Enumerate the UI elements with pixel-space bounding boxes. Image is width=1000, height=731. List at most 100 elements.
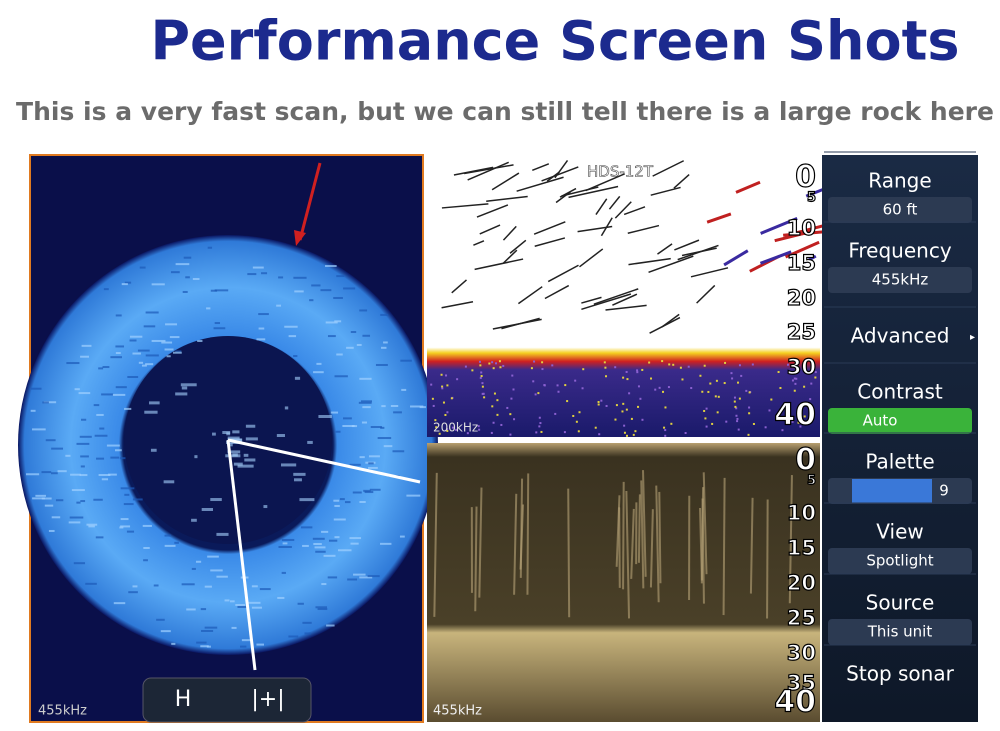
speckle — [119, 457, 126, 460]
speckle — [145, 311, 159, 314]
streak — [605, 304, 647, 311]
speckle — [625, 434, 628, 437]
speckle — [380, 426, 385, 429]
speckle — [442, 401, 445, 404]
menu-value-box[interactable] — [828, 408, 972, 434]
speckle — [216, 575, 228, 578]
menu-item-label[interactable]: Advanced — [851, 324, 950, 348]
speckle — [124, 281, 132, 284]
menu-item-value[interactable]: This unit — [867, 623, 933, 641]
streak — [561, 186, 599, 197]
speckle — [779, 386, 782, 389]
streak — [486, 195, 528, 202]
speckle — [482, 392, 485, 395]
menu-item-label[interactable]: Source — [866, 591, 935, 615]
speckle — [701, 390, 704, 393]
menu-item-label[interactable]: Palette — [865, 450, 934, 474]
menu-item-value[interactable]: Auto — [863, 412, 898, 430]
speckle — [563, 431, 566, 434]
speckle — [681, 378, 684, 381]
speckle — [129, 335, 143, 338]
streak — [492, 318, 542, 330]
streak — [760, 216, 798, 235]
speckle — [664, 429, 667, 432]
streak — [593, 288, 639, 305]
speckle — [446, 429, 449, 432]
speckle — [284, 325, 298, 328]
speckle — [181, 583, 195, 586]
speckle — [327, 335, 336, 338]
speckle — [115, 386, 127, 389]
subtitle: This is a very fast scan, but we can sti… — [16, 97, 994, 126]
speckle — [810, 382, 813, 385]
speckle — [318, 415, 332, 419]
menu-item-value[interactable]: 455kHz — [872, 271, 929, 289]
zoom-icon: |+| — [251, 687, 284, 712]
menu-item-label[interactable]: Stop sonar — [846, 662, 954, 686]
speckle — [200, 645, 209, 648]
speckle — [174, 541, 179, 544]
speckle — [359, 500, 366, 503]
menu-item-label[interactable]: Contrast — [857, 380, 943, 404]
depth-label: 35 — [787, 671, 816, 695]
speckle — [93, 498, 103, 501]
menu-value-box[interactable] — [828, 548, 972, 574]
streak — [622, 481, 625, 590]
streak — [509, 239, 527, 254]
menu-value-box[interactable] — [828, 619, 972, 645]
speckle — [293, 276, 307, 279]
streak — [788, 475, 793, 604]
speckle — [393, 411, 402, 414]
speckle — [132, 498, 143, 501]
menu-item-label[interactable]: Frequency — [848, 239, 951, 263]
menu-item-value[interactable]: 9 — [939, 482, 949, 500]
speckle — [65, 454, 71, 457]
speckle — [120, 487, 135, 490]
depth-label: 5 — [807, 191, 816, 206]
speckle — [663, 426, 666, 429]
speckle — [288, 635, 299, 638]
speckle — [44, 504, 54, 507]
speckle — [352, 491, 362, 494]
speckle — [564, 384, 567, 387]
menu-item-value[interactable]: Spotlight — [866, 552, 933, 570]
speckle — [214, 289, 229, 292]
zoom-control[interactable] — [142, 677, 312, 723]
streak — [568, 185, 619, 199]
speckle — [66, 362, 80, 365]
speckle — [450, 397, 453, 400]
speckle — [325, 321, 338, 324]
menu-value-box[interactable] — [828, 267, 972, 293]
menu-value-box[interactable] — [828, 197, 972, 223]
speckle — [622, 376, 625, 379]
menu-item-label[interactable]: Range — [868, 169, 931, 193]
speckle — [716, 411, 719, 414]
speckle — [621, 410, 624, 413]
menu-item-value[interactable]: 60 ft — [883, 201, 918, 219]
depth-label: 20 — [787, 571, 816, 595]
streak — [759, 250, 792, 265]
streak — [534, 237, 566, 247]
streak — [533, 221, 566, 235]
speckle — [481, 392, 484, 395]
speckle — [195, 560, 202, 563]
speckle — [797, 421, 800, 424]
speckle — [358, 401, 372, 404]
speckle — [70, 473, 81, 476]
menu-item-label[interactable]: View — [876, 520, 923, 544]
speckle — [628, 392, 631, 395]
speckle — [229, 600, 235, 603]
speckle — [748, 391, 751, 394]
speckle — [363, 489, 371, 492]
speckle — [207, 246, 213, 249]
speckle — [714, 395, 717, 398]
speckle — [42, 401, 49, 404]
streak — [648, 255, 694, 274]
speckle — [32, 497, 45, 500]
speckle — [120, 525, 131, 528]
beam-line — [227, 438, 421, 484]
speckle — [483, 396, 486, 399]
speckle — [359, 456, 365, 459]
speckle — [201, 508, 214, 512]
streak — [479, 224, 501, 235]
